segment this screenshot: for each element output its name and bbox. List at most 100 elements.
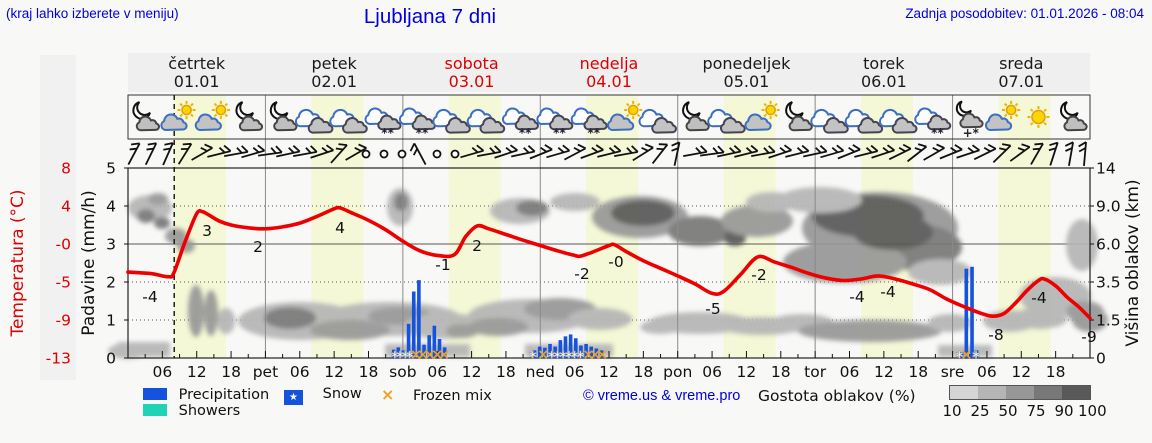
frozen-mix-marker: × [583,347,595,363]
hour-label: 12 [737,363,757,381]
snow-marker: * [401,348,409,366]
cloud-shape [342,117,368,134]
snow-marker: * [565,348,573,366]
wind-barb [699,145,725,157]
precip-bar [543,347,547,358]
precip-tick-label: 1 [106,312,116,330]
cloud-blob [1066,219,1098,271]
density-segment [1062,386,1090,399]
temperature-value: -8 [988,326,1003,344]
weather-icon-sun-cloud [744,100,780,131]
moon-shape [1060,101,1079,120]
snow-flakes: ** [588,126,601,140]
cloud-blob [721,205,793,237]
temperature-value: -4 [142,288,157,306]
last-updated: Zadnja posodobitev: 01.01.2026 - 08:04 [905,6,1144,21]
hour-label: 18 [221,363,241,381]
cloud-shape [891,117,918,134]
sun-ray [636,113,641,118]
sun-ray [179,102,183,107]
sun-disc [765,104,776,116]
temperature-value: -2 [574,265,589,283]
precip-bar [417,280,421,358]
hour-label: 18 [633,363,653,381]
cloud-shape [744,113,772,131]
calm-wind-circle [379,149,389,159]
cloud-blob [853,214,933,250]
day-date: 02.01 [311,72,357,91]
temp-tick-label: 4 [61,198,71,216]
cloud-shape [238,115,264,132]
weather-icon-cloud [432,108,471,134]
wind-barb [923,143,945,161]
cloud-layers [108,187,1108,359]
precip-tick-label: 2 [106,274,116,292]
frozen-mix-marker: × [438,347,450,363]
wind-barb [871,144,895,159]
wind-barb [803,145,828,158]
sun-ray [774,102,778,107]
hour-label: 06 [702,363,722,381]
wind-barb [768,144,792,159]
copyright: © vreme.us & vreme.pro [583,388,741,404]
cloud-shape [607,113,635,131]
weather-icon-cloud-snow: ** [364,107,402,140]
moon-shape [235,101,255,120]
weather-icon-moon-cloud-snow: +* [955,100,984,140]
wind-barb [1048,141,1059,166]
precip-tick-label: 3 [106,236,116,254]
snow-marker: * [972,348,980,366]
wind-barb [820,144,845,159]
cloud-blob [798,320,942,342]
precip-bar [970,266,974,358]
weather-icon-cloud-snow: ** [914,107,952,140]
snow-marker: * [548,348,556,366]
weather-icon-sun-cloud [984,100,1021,131]
sun-ray [224,102,229,107]
wind-barb [597,144,622,158]
moon-shape [132,101,151,120]
cloud-tick-label: 14 [1096,160,1116,178]
wind-barb [939,144,963,160]
day-name: sreda [999,54,1043,73]
hour-label: 12 [874,363,894,381]
sun-ray [1003,113,1008,118]
cloud-shape [927,114,952,131]
temp-tick-label: -5 [56,274,71,292]
temperature-value: -4 [1031,289,1046,307]
frozen-mix-icon: × [381,385,395,404]
precip-tick-label: 5 [106,160,116,178]
wind-barb [511,145,536,158]
cloud-density-ticks: 10 25 50 75 90 100 [938,402,1106,420]
moon-shape [682,101,701,120]
snow-marker: * [571,348,579,366]
precip-bar [573,338,578,358]
snow-marker: * [554,348,562,366]
precip-bar [558,340,563,358]
cloud-shape [135,115,160,132]
wind-barb [409,142,427,166]
precip-bar [964,268,969,358]
precip-bar [959,352,964,358]
temperature-value: 2 [253,238,263,256]
cloud-blob [908,259,972,285]
hour-label: 18 [359,363,379,381]
cloud-blob [778,187,862,213]
snow-label: Snow [322,386,362,402]
cloud-shape [720,117,746,134]
temp-tick-label: -0 [56,236,71,254]
cloud-blob [611,200,675,226]
snow-marker: * [391,348,399,366]
wind-barb [614,145,639,157]
wind-barb [546,144,571,159]
temperature-value: 4 [335,219,345,237]
icon-strip-border [127,94,1091,140]
cloud-blob [668,216,732,246]
wind-barb [651,143,669,165]
cloud-blob [137,209,155,223]
precip-bar [579,345,583,358]
day-date: 01.01 [174,72,220,91]
hour-label: 12 [187,363,207,381]
wind-barb [1078,141,1087,167]
